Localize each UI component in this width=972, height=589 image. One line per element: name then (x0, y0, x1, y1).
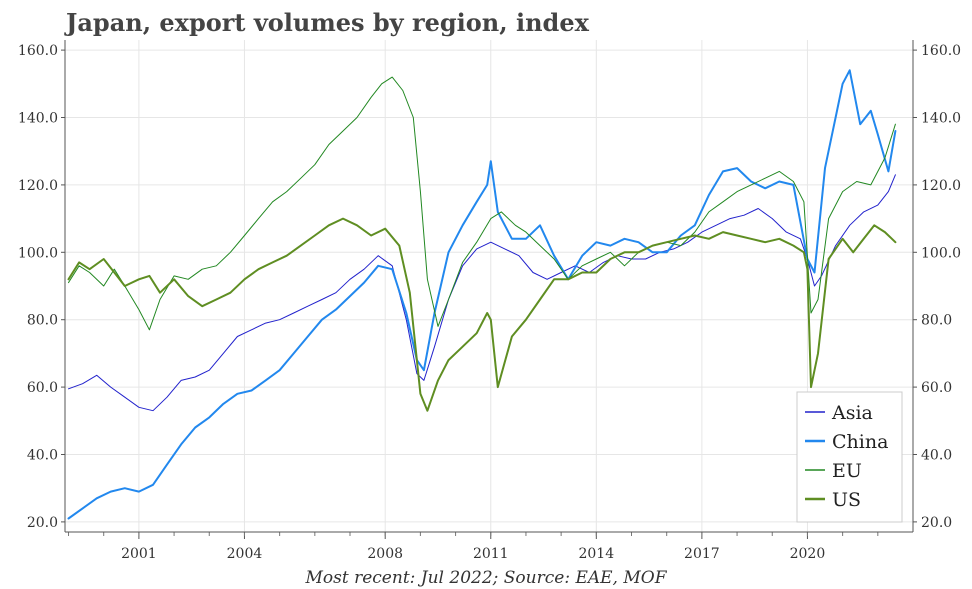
series-line-us (67, 217, 897, 412)
y-tick-label-right: 40.0 (921, 447, 952, 463)
y-tick-label-right: 160.0 (921, 43, 961, 59)
y-tick-label-left: 60.0 (27, 380, 58, 396)
y-tick-label-right: 140.0 (921, 111, 961, 127)
series-layer (67, 69, 897, 520)
y-tick-label-left: 80.0 (27, 313, 58, 329)
y-tick-label-right: 100.0 (921, 245, 961, 261)
series-line-asia (68, 174, 896, 412)
y-tick-label-left: 100.0 (18, 245, 58, 261)
y-tick-label-left: 120.0 (18, 178, 58, 194)
legend-label-eu: EU (832, 460, 862, 482)
y-tick-label-right: 80.0 (921, 313, 952, 329)
x-tick-label: 2008 (367, 546, 403, 562)
series-line-china (67, 69, 897, 520)
x-tick-label: 2014 (578, 546, 614, 562)
y-tick-label-right: 120.0 (921, 178, 961, 194)
x-tick-label: 2011 (473, 546, 509, 562)
x-tick-label: 2020 (790, 546, 826, 562)
x-tick-label: 2017 (684, 546, 720, 562)
legend-box (796, 391, 903, 523)
legend-label-china: China (832, 431, 888, 453)
chart-title: Japan, export volumes by region, index (64, 8, 590, 37)
y-tick-label-left: 140.0 (18, 111, 58, 127)
legend: Asia China EU US (796, 391, 903, 523)
y-tick-label-right: 20.0 (921, 515, 952, 531)
y-tick-label-right: 60.0 (921, 380, 952, 396)
x-tick-label: 2004 (227, 546, 263, 562)
y-tick-label-left: 160.0 (18, 43, 58, 59)
legend-label-us: US (832, 489, 861, 511)
y-tick-label-left: 20.0 (27, 515, 58, 531)
series-line-eu (68, 76, 896, 331)
y-tick-label-left: 40.0 (27, 447, 58, 463)
x-tick-label: 2001 (121, 546, 157, 562)
axes: 20.0 20.0 40.0 40.0 60.0 60.0 80.0 80.0 100.0 100… (18, 40, 961, 562)
chart-caption: Most recent: Jul 2022; Source: EAE, MOF (305, 568, 668, 588)
legend-label-asia: Asia (831, 402, 873, 424)
